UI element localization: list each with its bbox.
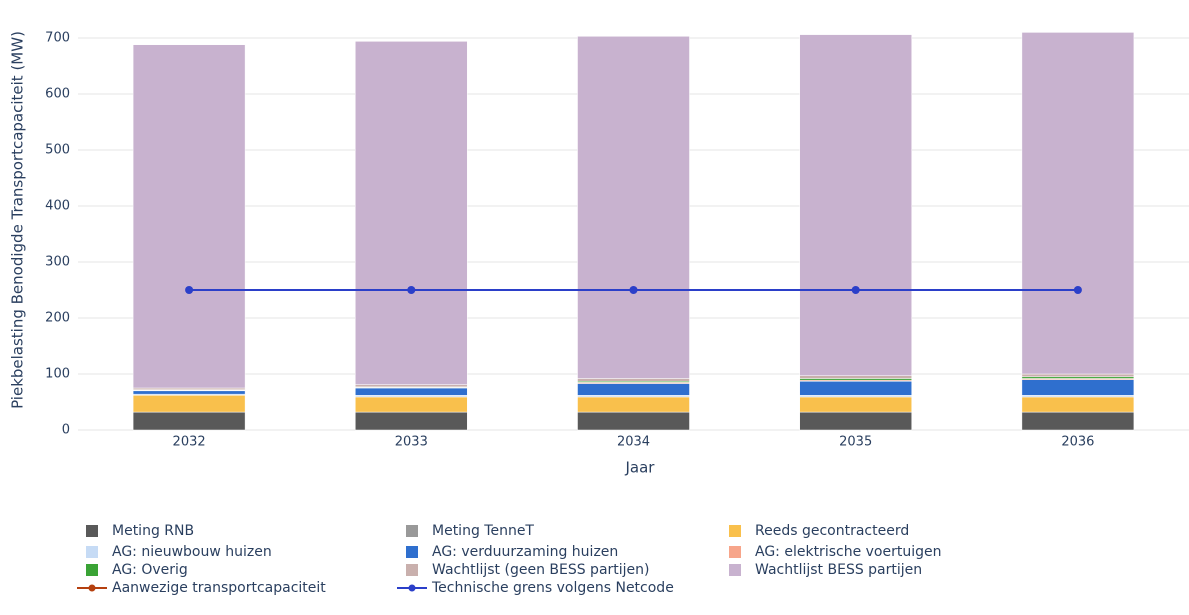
- bar-segment: [355, 395, 468, 398]
- bar-segment: [355, 411, 468, 431]
- bar-segment: [1021, 396, 1135, 413]
- bar-segment: [1021, 32, 1135, 375]
- bar-segment: [1021, 395, 1135, 398]
- y-tick-label: 0: [62, 423, 70, 438]
- bar-segment: [355, 41, 468, 385]
- bar-segment: [577, 383, 690, 396]
- legend-label: Meting RNB: [112, 523, 194, 539]
- legend-swatch: [406, 564, 418, 576]
- legend-label: Technische grens volgens Netcode: [431, 580, 674, 596]
- legend-swatch: [729, 564, 741, 576]
- legend-label: AG: Overig: [112, 562, 188, 578]
- legend-label: Aanwezige transportcapaciteit: [112, 580, 326, 596]
- legend-label: AG: nieuwbouw huizen: [112, 544, 272, 560]
- bar-segment: [799, 381, 912, 396]
- line-point: [407, 286, 416, 294]
- y-tick-label: 200: [45, 311, 70, 326]
- bar-segment: [799, 396, 912, 413]
- legend-label: Reeds gecontracteerd: [755, 523, 909, 539]
- x-tick-label: 2032: [173, 435, 206, 450]
- bar-segment: [355, 384, 468, 388]
- legend-label: AG: elektrische voertuigen: [755, 544, 941, 560]
- bar-segment: [132, 411, 246, 431]
- bar-segment: [577, 36, 690, 379]
- x-tick-label: 2033: [395, 435, 428, 450]
- y-tick-label: 400: [45, 199, 70, 214]
- y-tick-label: 600: [45, 87, 70, 102]
- line-point: [185, 286, 194, 294]
- bar-segment: [1021, 379, 1135, 396]
- line-point: [1073, 286, 1082, 294]
- y-tick-label: 100: [45, 367, 70, 382]
- bar-segment: [355, 396, 468, 413]
- bar-segment: [799, 411, 912, 431]
- y-tick-label: 700: [45, 31, 70, 46]
- bar-segment: [132, 44, 246, 389]
- legend-swatch: [406, 525, 418, 537]
- legend-swatch: [88, 584, 96, 592]
- x-tick-label: 2034: [617, 435, 650, 450]
- bar-segment: [132, 395, 246, 413]
- legend-label: AG: verduurzaming huizen: [432, 544, 618, 560]
- bar-segment: [577, 378, 690, 382]
- bar-segment: [1021, 376, 1135, 379]
- y-axis-label: Piekbelasting Benodigde Transportcapacit…: [9, 31, 27, 409]
- legend-swatch: [729, 525, 741, 537]
- line-point: [629, 286, 638, 294]
- x-tick-label: 2035: [839, 435, 872, 450]
- bar-segment: [1021, 411, 1135, 431]
- bar-segment: [577, 411, 690, 431]
- legend-swatch: [86, 564, 98, 576]
- legend-label: Meting TenneT: [432, 523, 534, 539]
- bar-segment: [1021, 373, 1135, 378]
- bar-segment: [577, 395, 690, 398]
- bar-segment: [132, 390, 246, 395]
- bar-segment: [132, 387, 246, 390]
- legend-swatch: [86, 525, 98, 537]
- bar-segment: [355, 387, 468, 396]
- bar-segment: [799, 395, 912, 398]
- legend-swatch: [408, 584, 416, 592]
- bar-segment: [577, 396, 690, 413]
- legend-swatch: [729, 546, 741, 558]
- y-tick-label: 500: [45, 143, 70, 158]
- bar-segment: [799, 34, 912, 376]
- bar-segment: [799, 378, 912, 381]
- y-tick-label: 300: [45, 255, 70, 270]
- x-tick-label: 2036: [1061, 435, 1094, 450]
- legend-swatch: [86, 546, 98, 558]
- legend-label: Wachtlijst (geen BESS partijen): [432, 562, 650, 578]
- x-axis-label: Jaar: [625, 459, 656, 477]
- legend-label: Wachtlijst BESS partijen: [755, 562, 922, 578]
- bar-segment: [799, 375, 912, 379]
- legend-swatch: [406, 546, 418, 558]
- line-point: [851, 286, 860, 294]
